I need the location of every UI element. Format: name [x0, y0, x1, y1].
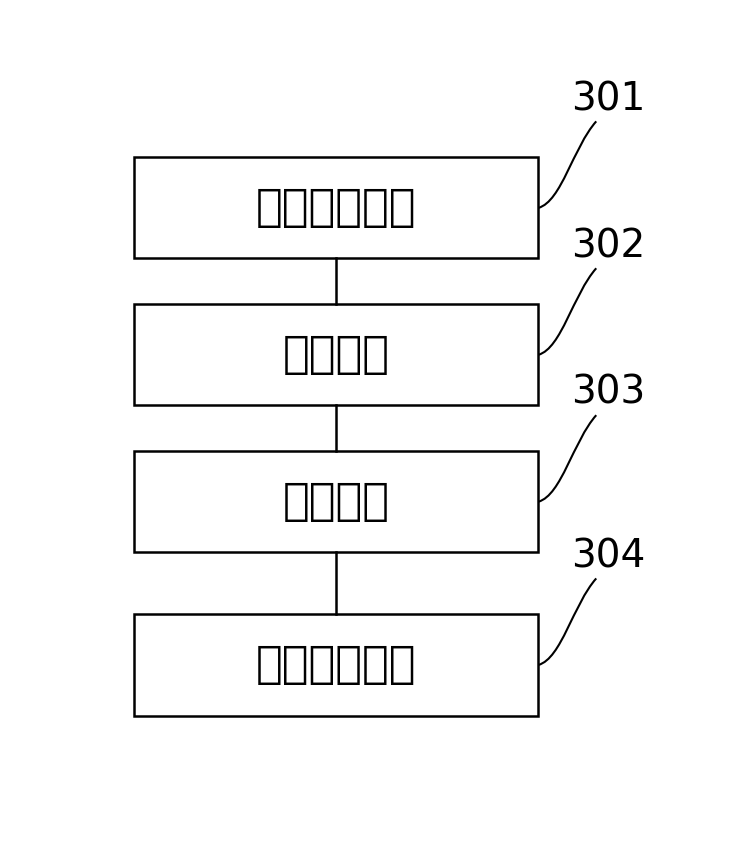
Text: 303: 303 — [571, 374, 645, 412]
Text: 数据获取单元: 数据获取单元 — [256, 187, 416, 229]
Bar — [134, 451, 539, 552]
Bar — [134, 157, 539, 259]
Text: 301: 301 — [571, 80, 645, 118]
Text: 训练单元: 训练单元 — [283, 480, 389, 523]
Text: 图像重建单元: 图像重建单元 — [256, 644, 416, 686]
Text: 处理单元: 处理单元 — [283, 333, 389, 377]
Text: 302: 302 — [571, 227, 645, 265]
Bar — [134, 614, 539, 716]
Text: 304: 304 — [571, 537, 645, 575]
Bar — [134, 304, 539, 405]
